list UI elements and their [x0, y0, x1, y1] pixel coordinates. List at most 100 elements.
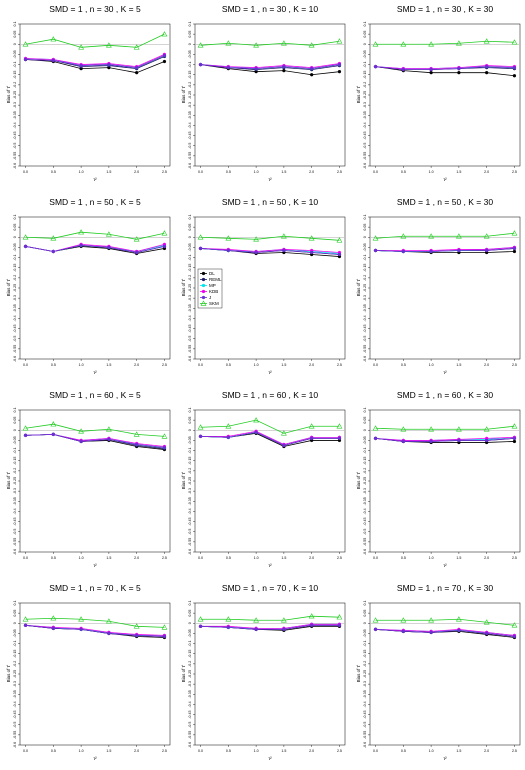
- x-tick-label: 1.0: [429, 556, 434, 560]
- marker: [201, 295, 206, 300]
- marker: [23, 57, 28, 62]
- marker: [336, 423, 343, 429]
- x-axis-label: τ²: [443, 756, 447, 761]
- marker: [511, 622, 518, 628]
- x-tick-label: 0.0: [198, 170, 203, 174]
- y-tick-label: 0.1: [363, 215, 367, 220]
- panel: SMD = 1 , n = 70 , K = 10 0.1 0.05 0 -0.05 -0…: [181, 583, 346, 761]
- x-tick-label: 2.5: [512, 363, 517, 367]
- marker: [22, 616, 29, 622]
- y-tick-label: -0.55: [13, 345, 17, 353]
- series-line: [200, 64, 340, 76]
- y-axis-label: Bias of τ̂: [6, 472, 11, 490]
- y-tick-label: -0.2: [13, 275, 17, 281]
- series-line: [25, 423, 165, 437]
- y-tick-label: -0.45: [363, 517, 367, 525]
- legend-label: REML: [209, 277, 222, 282]
- y-tick-label: -0.3: [188, 295, 192, 301]
- marker: [162, 445, 167, 450]
- y-tick-label: 0: [363, 429, 367, 431]
- y-tick-label: -0.45: [363, 131, 367, 139]
- y-tick-label: -0.4: [13, 508, 17, 514]
- y-tick-label: -0.05: [188, 629, 192, 637]
- panel-title: SMD = 1 , n = 70 , K = 30: [397, 583, 493, 593]
- marker: [512, 74, 517, 78]
- marker: [226, 435, 230, 440]
- series-line: [25, 433, 165, 449]
- panel-title: SMD = 1 , n = 50 , K = 5: [49, 197, 141, 207]
- y-tick-label: -0.25: [363, 91, 367, 99]
- y-tick-label: -0.6: [13, 549, 17, 555]
- y-tick-label: 0: [363, 43, 367, 45]
- y-tick-label: -0.3: [363, 488, 367, 494]
- y-tick-label: -0.1: [363, 254, 367, 260]
- y-tick-label: -0.15: [188, 264, 192, 272]
- x-axis-label: τ²: [268, 370, 272, 375]
- y-tick-label: -0.1: [188, 254, 192, 260]
- series-line: [200, 431, 340, 446]
- y-tick-label: -0.15: [363, 650, 367, 658]
- marker: [78, 616, 85, 622]
- marker: [373, 627, 378, 632]
- series-line: [375, 248, 515, 252]
- y-tick-label: -0.35: [188, 690, 192, 698]
- marker: [198, 246, 203, 251]
- marker: [455, 426, 462, 432]
- y-tick-label: -0.25: [188, 284, 192, 292]
- y-tick-label: -0.05: [363, 50, 367, 58]
- x-tick-label: 0.0: [198, 556, 203, 560]
- marker: [253, 617, 260, 623]
- y-tick-label: 0.05: [13, 224, 17, 231]
- y-axis-label: Bias of τ̂: [356, 279, 361, 297]
- marker: [225, 40, 232, 46]
- y-tick-label: 0: [188, 622, 192, 624]
- y-tick-label: 0.1: [363, 408, 367, 413]
- marker: [107, 437, 111, 442]
- y-tick-label: -0.6: [363, 356, 367, 362]
- y-tick-label: -0.05: [13, 436, 17, 444]
- y-tick-label: -0.2: [188, 661, 192, 667]
- y-axis-label: Bias of τ̂: [6, 86, 11, 104]
- x-tick-label: 0.5: [226, 363, 231, 367]
- y-tick-label: -0.3: [363, 681, 367, 687]
- x-axis-label: τ²: [93, 370, 97, 375]
- panel: SMD = 1 , n = 70 , K = 5 0.1 0.05 0 -0.05 -0.…: [6, 583, 171, 761]
- series-line: [375, 232, 515, 239]
- y-tick-label: -0.1: [13, 254, 17, 260]
- y-tick-label: -0.05: [188, 436, 192, 444]
- legend-label: DL: [209, 271, 215, 276]
- y-tick-label: 0.05: [363, 224, 367, 231]
- legend-label: MP: [209, 283, 216, 288]
- y-tick-label: -0.55: [188, 538, 192, 546]
- marker: [373, 248, 378, 253]
- y-tick-label: 0: [188, 43, 192, 45]
- y-tick-label: -0.05: [188, 50, 192, 58]
- marker: [310, 250, 314, 255]
- x-tick-label: 2.5: [162, 363, 167, 367]
- y-tick-label: -0.3: [188, 488, 192, 494]
- panel: SMD = 1 , n = 60 , K = 30 0.1 0.05 0 -0.05 -0…: [356, 390, 521, 568]
- y-tick-label: 0.1: [363, 22, 367, 27]
- x-tick-label: 2.0: [309, 170, 314, 174]
- y-tick-label: -0.4: [188, 508, 192, 514]
- marker: [135, 250, 139, 255]
- y-tick-label: -0.6: [363, 549, 367, 555]
- marker: [337, 623, 342, 627]
- panel-title: SMD = 1 , n = 50 , K = 30: [397, 197, 493, 207]
- panel-title: SMD = 1 , n = 30 , K = 5: [49, 4, 141, 14]
- plot-frame: [369, 216, 521, 360]
- marker: [198, 62, 203, 67]
- y-tick-label: 0.1: [188, 601, 192, 606]
- panel-title: SMD = 1 , n = 60 , K = 5: [49, 390, 141, 400]
- y-tick-label: -0.6: [13, 163, 17, 169]
- marker: [162, 244, 167, 249]
- y-tick-label: -0.35: [363, 304, 367, 312]
- panel: SMD = 1 , n = 30 , K = 30 0.1 0.05 0 -0.05 -0…: [356, 4, 521, 182]
- y-tick-label: 0: [13, 622, 17, 624]
- marker: [429, 71, 433, 75]
- y-tick-label: -0.3: [188, 681, 192, 687]
- marker: [197, 42, 204, 48]
- series-line: [25, 33, 165, 48]
- y-tick-label: 0.05: [188, 224, 192, 231]
- marker: [485, 71, 489, 75]
